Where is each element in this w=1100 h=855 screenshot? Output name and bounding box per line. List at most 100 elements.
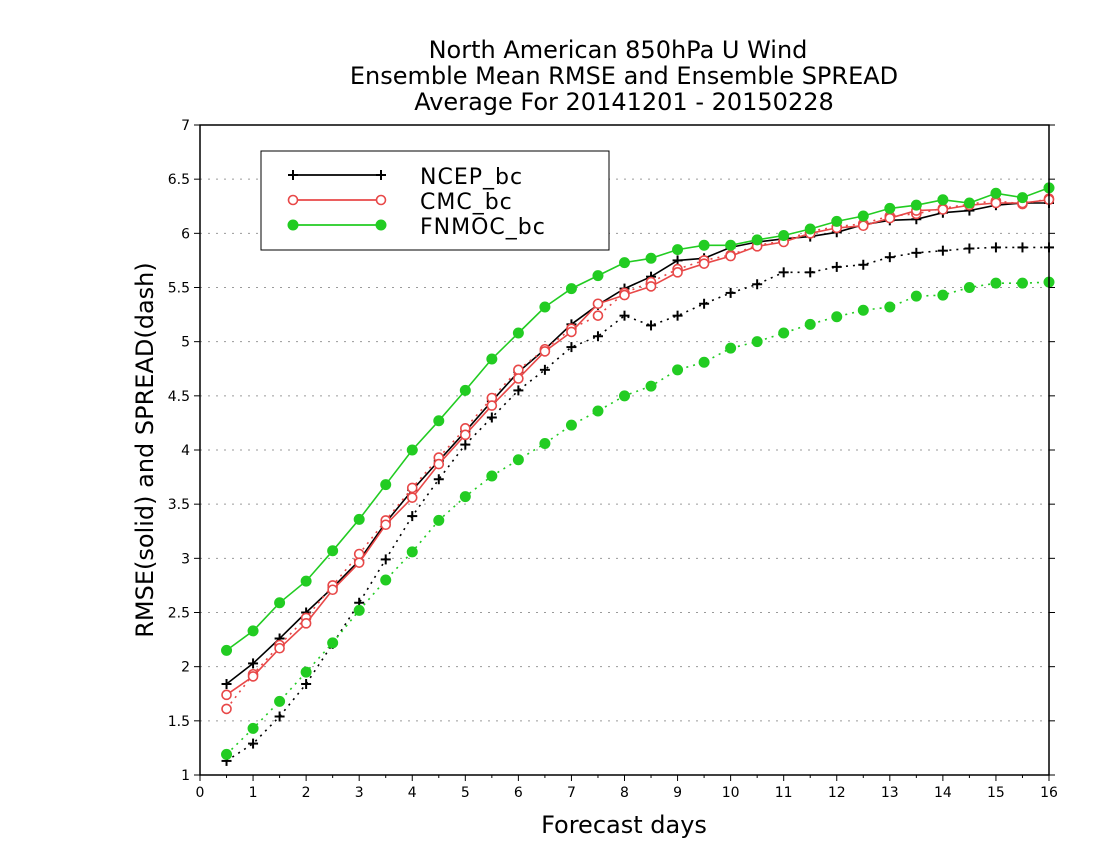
x-tick-label: 9 [673, 785, 682, 801]
fnmoc-spread-point [963, 282, 975, 293]
legend-label-fnmoc: FNMOC_bc [420, 215, 546, 240]
x-tick-label: 4 [408, 785, 417, 801]
fnmoc-rmse-point [512, 327, 524, 339]
series-layer [221, 182, 1055, 766]
cmc-spread-line [225, 197, 1050, 710]
legend-marker-fnmoc [375, 219, 387, 231]
fnmoc-spread-point [353, 604, 365, 616]
x-tick-label: 10 [722, 785, 740, 801]
ncep-spread-point [725, 287, 736, 298]
fnmoc-spread-point [274, 695, 286, 707]
y-tick-label: 6 [181, 226, 190, 242]
ncep-spread-point [752, 279, 763, 290]
x-tick-label: 2 [302, 785, 311, 801]
x-tick-label: 6 [514, 785, 523, 801]
fnmoc-rmse-point [247, 625, 259, 637]
ncep-rmse-point [221, 679, 232, 689]
fnmoc-spread-point [512, 454, 524, 466]
fnmoc-rmse-point [565, 283, 577, 295]
ncep-spread-point [990, 242, 1001, 253]
chart-title-line-3: Average For 20141201 - 20150228 [414, 88, 834, 116]
fnmoc-spread-point [247, 722, 259, 734]
ncep-spread-point [699, 298, 710, 309]
ncep-spread-point [274, 711, 285, 722]
cmc-rmse-point [990, 197, 1002, 209]
cmc-rmse-point [247, 671, 259, 682]
cmc-rmse-point [486, 400, 498, 411]
fnmoc-spread-point [751, 336, 763, 348]
fnmoc-spread-point [831, 311, 843, 323]
fnmoc-spread-point [592, 405, 604, 417]
cmc-rmse-point [857, 220, 869, 232]
fnmoc-rmse-point [937, 194, 949, 206]
y-tick-label: 5 [181, 335, 190, 351]
y-tick-label: 4.5 [168, 389, 190, 405]
fnmoc-spread-point [804, 318, 816, 330]
ncep-spread-point [619, 310, 630, 321]
fnmoc-rmse-line [226, 187, 1050, 652]
fnmoc-rmse-point [778, 230, 790, 241]
cmc-spread-point [513, 364, 524, 376]
cmc-rmse-point [619, 289, 630, 301]
fnmoc-spread-line [225, 281, 1050, 755]
chart-title-line-2: Ensemble Mean RMSE and Ensemble SPREAD [350, 62, 898, 90]
fnmoc-rmse-point [645, 252, 657, 264]
cmc-spread-point [221, 703, 232, 715]
y-tick-label: 4 [181, 443, 190, 459]
x-tick-label: 15 [987, 785, 1005, 801]
fnmoc-rmse-point [910, 199, 922, 211]
cmc-rmse-point [698, 258, 710, 269]
ncep-spread-point [884, 252, 895, 263]
x-tick-label: 8 [620, 785, 629, 801]
fnmoc-rmse-point [459, 384, 471, 396]
ncep-spread-point [646, 320, 657, 331]
fnmoc-rmse-point [274, 597, 286, 609]
fnmoc-spread-point [937, 289, 949, 301]
cmc-rmse-point [327, 584, 338, 596]
y-tick-label: 3 [181, 551, 190, 567]
legend-marker-ncep [376, 170, 386, 180]
legend-label-ncep: NCEP_bc [420, 165, 523, 190]
series-cmc [221, 193, 1055, 715]
fnmoc-spread-point [459, 491, 471, 503]
x-tick-label: 13 [881, 785, 899, 801]
ncep-spread-line [226, 246, 1049, 762]
fnmoc-rmse-point [406, 444, 418, 456]
cmc-rmse-point [300, 618, 312, 629]
cmc-rmse-point [566, 326, 577, 338]
x-tick-label: 3 [355, 785, 364, 801]
cmc-rmse-point [406, 492, 418, 503]
cmc-rmse-point [725, 250, 736, 262]
ncep-spread-point [248, 738, 259, 749]
y-tick-label: 3.5 [168, 497, 190, 513]
legend-label-cmc: CMC_bc [420, 190, 513, 215]
fnmoc-rmse-point [857, 210, 869, 222]
y-tick-label: 2 [181, 660, 190, 676]
fnmoc-spread-point [327, 637, 339, 649]
cmc-rmse-point [513, 373, 524, 384]
fnmoc-spread-point [619, 390, 630, 402]
x-tick-label: 12 [828, 785, 846, 801]
y-axis-label: RMSE(solid) and SPREAD(dash) [131, 262, 159, 638]
fnmoc-spread-point [645, 380, 657, 392]
chart-title-line-1: North American 850hPa U Wind [429, 36, 808, 64]
fnmoc-spread-point [486, 470, 498, 482]
axis-layer: 11.522.533.544.555.566.570 1 2 3 4 5 6 7 8 9 10 11 1… [168, 118, 1058, 801]
fnmoc-spread-point [406, 546, 418, 558]
ncep-spread-point [539, 364, 550, 375]
fnmoc-spread-point [725, 342, 737, 354]
cmc-rmse-point [592, 298, 604, 310]
x-tick-label: 1 [249, 785, 258, 801]
x-tick-label: 14 [934, 785, 952, 801]
cmc-rmse-point [937, 204, 949, 215]
cmc-rmse-point [353, 557, 365, 568]
ncep-spread-point [433, 474, 444, 485]
cmc-spread-point [406, 482, 418, 494]
x-tick-label: 5 [461, 785, 470, 801]
fnmoc-spread-point [565, 419, 577, 431]
x-tick-label: 0 [196, 785, 205, 801]
fnmoc-spread-point [990, 277, 1002, 289]
ncep-spread-point [1017, 242, 1028, 253]
fnmoc-rmse-point [592, 270, 604, 282]
